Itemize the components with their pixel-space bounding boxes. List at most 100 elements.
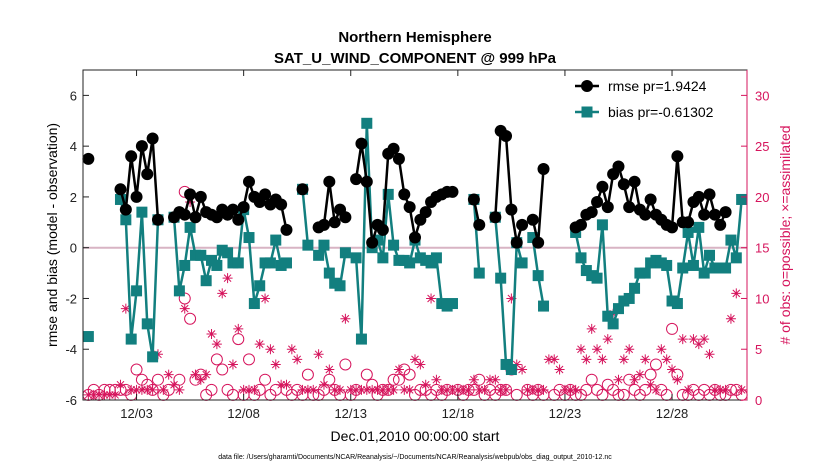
obs-possible-marker [151,373,164,386]
obs-assimilated-marker [533,384,544,395]
rmse-point [708,208,721,221]
rmse-point [323,175,336,188]
bias-point [254,280,266,292]
legend-rmse-marker [581,80,593,92]
obs-assimilated-marker [543,354,554,365]
bias-point [131,285,143,297]
obs-assimilated-marker [634,369,645,380]
obs-assimilated-marker [565,384,576,395]
obs-assimilated-marker [227,359,238,370]
bias-point [607,318,619,330]
obs-assimilated-marker [99,389,110,400]
y-left-tick-label: 0 [70,241,77,256]
bias-point [200,275,212,287]
bias-point [591,272,603,284]
rmse-point [141,168,154,181]
bias-point [280,257,292,269]
rmse-point [532,236,545,249]
obs-assimilated-marker [506,293,517,304]
legend-bias-label: bias pr=-0.61302 [608,104,714,120]
obs-assimilated-marker [222,273,233,284]
obs-assimilated-marker [688,334,699,345]
rmse-point [392,152,405,165]
rmse-point [505,203,518,216]
obs-assimilated-marker [174,384,185,395]
bias-point [339,247,351,259]
obs-assimilated-marker [233,323,244,334]
bias-point [334,280,346,292]
obs-assimilated-marker [447,384,458,395]
obs-assimilated-marker [190,369,201,380]
obs-assimilated-marker [624,344,635,355]
obs-assimilated-marker [720,384,731,395]
bias-point [120,214,132,226]
bias-point [446,298,458,310]
obs-assimilated-marker [211,339,222,350]
obs-assimilated-marker [420,379,431,390]
obs-assimilated-marker [683,384,694,395]
obs-assimilated-marker [468,374,479,385]
y-left-tick-label: 6 [70,88,77,103]
y-axis-right: 0 5 10 15 20 25 30 [741,70,769,408]
rmse-point [596,180,609,193]
rmse-point [666,221,679,234]
obs-possible-marker [585,373,598,386]
bias-point [361,117,373,129]
chart-title-line2: SAT_U_WIND_COMPONENT @ 999 hPa [274,50,557,67]
bias-point [141,318,153,330]
rmse-point [510,236,523,249]
rmse-point [467,193,480,206]
bias-point [736,193,748,205]
obs-possible-marker [301,368,314,381]
bias-point [725,234,737,246]
bias-point [687,259,699,271]
bias-point [698,267,710,279]
rmse-point [387,142,400,155]
bias-point [720,262,732,274]
y-right-tick-label: 25 [755,139,769,154]
rmse-point [178,208,191,221]
x-axis-label: Dec.01,2010 00:00:00 start [331,428,500,444]
rmse-point [623,201,636,214]
obs-possible-marker [360,368,373,381]
rmse-point [719,206,732,219]
bias-point [575,252,587,264]
rmse-point [232,213,245,226]
bias-series-line [301,189,310,246]
rmse-point [473,218,486,231]
obs-assimilated-marker [559,384,570,395]
obs-possible-marker [210,353,223,366]
y-right-tick-label: 15 [755,241,769,256]
rmse-point [703,188,716,201]
obs-assimilated-marker [265,344,276,355]
obs-possible-marker [666,322,679,335]
rmse-point [601,201,614,214]
rmse-point [360,175,373,188]
obs-assimilated-marker [436,384,447,395]
bias-point [538,300,550,312]
obs-assimilated-marker [463,384,474,395]
obs-assimilated-marker [158,384,169,395]
rmse-point [692,190,705,203]
obs-possible-marker [649,358,662,371]
x-tick-label: 12/08 [227,406,260,421]
obs-assimilated-marker [661,354,672,365]
rmse-point [403,201,416,214]
bias-point [136,206,148,218]
bias-point [516,257,528,269]
obs-assimilated-marker [297,384,308,395]
obs-assimilated-marker [672,374,683,385]
obs-possible-marker [243,353,255,366]
obs-assimilated-marker [581,354,592,365]
obs-assimilated-marker [490,374,501,385]
bias-point [661,259,673,271]
bias-point [430,252,442,264]
x-tick-label: 12/23 [549,406,582,421]
obs-possible-marker [339,358,352,371]
rmse-point [119,203,132,216]
obs-assimilated-marker [270,359,281,370]
bias-point [639,267,651,279]
rmse-point [644,193,657,206]
obs-assimilated-marker [554,364,565,375]
bias-point [125,333,137,345]
